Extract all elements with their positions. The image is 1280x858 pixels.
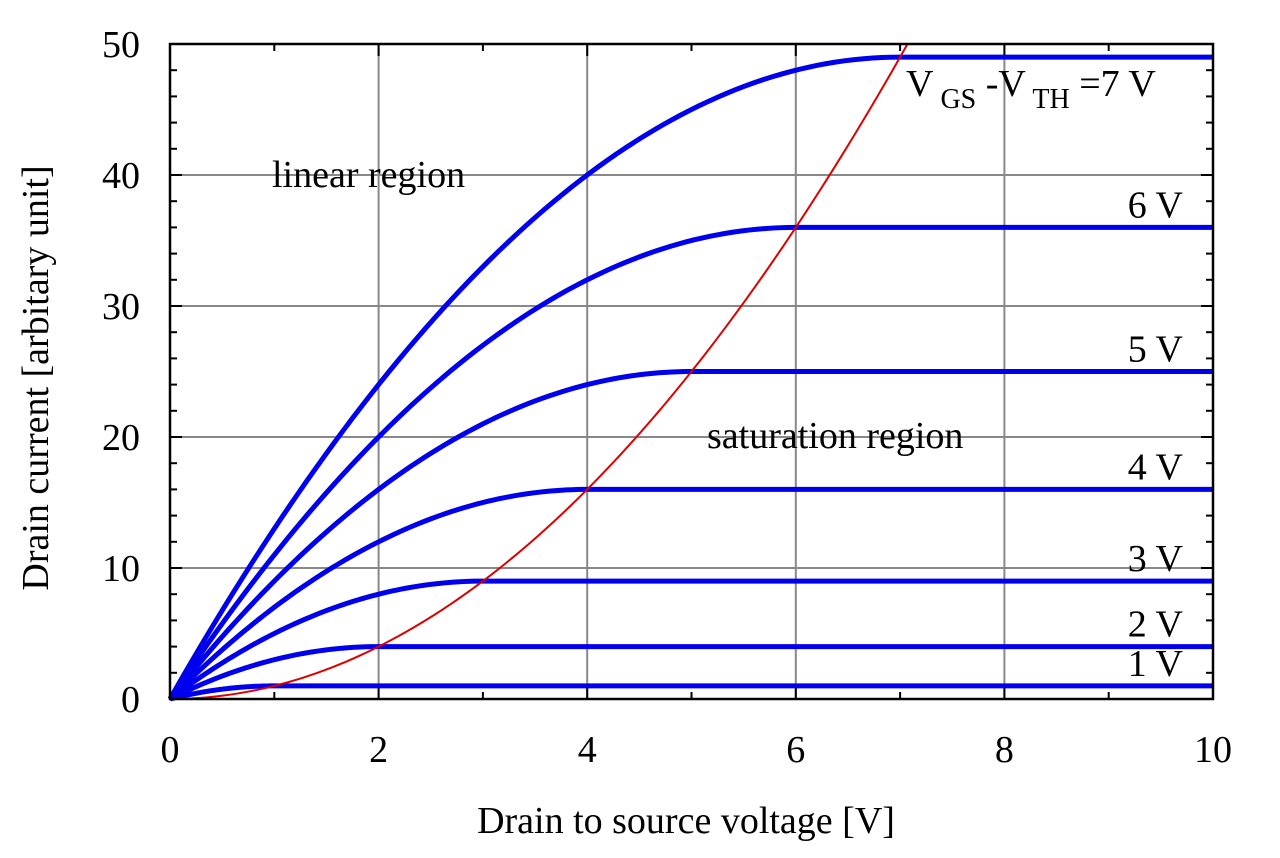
- series-label-part: V: [906, 63, 934, 105]
- y-tick-label: 0: [121, 679, 140, 721]
- y-tick-label: 10: [102, 548, 140, 590]
- series-label-4v: 4 V: [1128, 446, 1184, 488]
- y-tick-label: 40: [102, 155, 140, 197]
- series-label-5v: 5 V: [1128, 329, 1184, 371]
- y-axis-title: Drain current [arbitary unit]: [15, 165, 57, 590]
- series-label-7v: V GS -V TH =7 V: [906, 63, 1156, 115]
- series-label-2v: 2 V: [1128, 604, 1184, 646]
- tick-labels: 0 2 4 6 8 10 0 10 20 30 40 50: [102, 24, 1232, 771]
- x-tick-label: 10: [1194, 729, 1232, 771]
- series-label-3v: 3 V: [1128, 538, 1184, 580]
- series-line-7v: [167, 54, 1213, 701]
- series-line-2v: [168, 644, 1213, 702]
- x-tick-label: 4: [578, 729, 597, 771]
- y-tick-label: 50: [102, 24, 140, 66]
- x-tick-label: 0: [161, 729, 180, 771]
- series-line-6v: [167, 224, 1213, 701]
- plot-frame: [168, 42, 1215, 701]
- series-line-1v: [168, 683, 1213, 702]
- series-line-4v: [168, 486, 1213, 701]
- saturation-boundary-line: [169, 43, 909, 700]
- series-label-6v: 6 V: [1128, 184, 1184, 226]
- series-label-part: TH: [1026, 84, 1070, 115]
- series-label-part: -V: [976, 63, 1026, 105]
- series-line-3v: [168, 578, 1213, 702]
- y-tick-label: 30: [102, 286, 140, 328]
- linear-region-label: linear region: [272, 154, 465, 196]
- x-tick-label: 2: [369, 729, 388, 771]
- x-tick-label: 8: [995, 729, 1014, 771]
- x-axis-title: Drain to source voltage [V]: [477, 800, 895, 842]
- saturation-region-label: saturation region: [707, 415, 963, 457]
- grid: [170, 44, 1213, 699]
- series-line-5v: [168, 369, 1213, 701]
- series-label-part: =7 V: [1070, 63, 1157, 105]
- series-label-part: GS: [933, 84, 976, 115]
- series-labels: 1 V2 V 3 V 4 V 5 V 6 V V GS -V TH =7 V: [906, 63, 1184, 685]
- curves: [167, 43, 1213, 702]
- y-tick-label: 20: [102, 417, 140, 459]
- x-tick-label: 6: [786, 729, 805, 771]
- series-label-1v: 1 V: [1128, 643, 1184, 685]
